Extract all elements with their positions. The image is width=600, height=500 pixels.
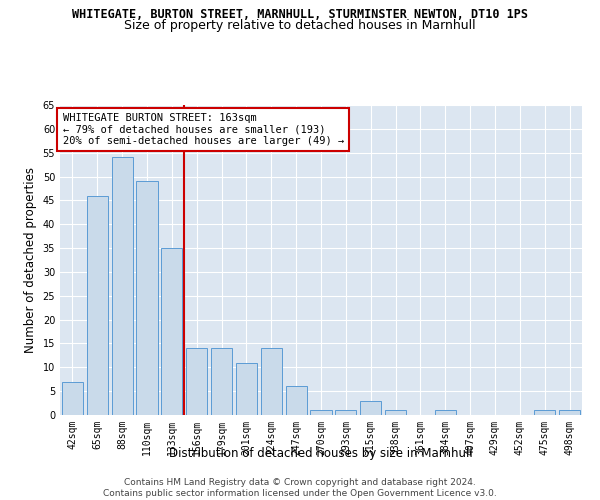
Bar: [136, 182, 158, 415]
Bar: [112, 158, 133, 415]
Text: Size of property relative to detached houses in Marnhull: Size of property relative to detached ho…: [124, 18, 476, 32]
Text: Distribution of detached houses by size in Marnhull: Distribution of detached houses by size …: [169, 448, 473, 460]
Bar: [534, 410, 555, 415]
Bar: [161, 248, 182, 415]
Bar: [62, 382, 83, 415]
Bar: [310, 410, 332, 415]
Bar: [236, 362, 257, 415]
Bar: [360, 400, 381, 415]
Bar: [559, 410, 580, 415]
Bar: [211, 348, 232, 415]
Bar: [286, 386, 307, 415]
Bar: [186, 348, 207, 415]
Bar: [335, 410, 356, 415]
Bar: [261, 348, 282, 415]
Y-axis label: Number of detached properties: Number of detached properties: [24, 167, 37, 353]
Text: WHITEGATE, BURTON STREET, MARNHULL, STURMINSTER NEWTON, DT10 1PS: WHITEGATE, BURTON STREET, MARNHULL, STUR…: [72, 8, 528, 20]
Bar: [87, 196, 108, 415]
Bar: [435, 410, 456, 415]
Text: Contains HM Land Registry data © Crown copyright and database right 2024.
Contai: Contains HM Land Registry data © Crown c…: [103, 478, 497, 498]
Bar: [385, 410, 406, 415]
Text: WHITEGATE BURTON STREET: 163sqm
← 79% of detached houses are smaller (193)
20% o: WHITEGATE BURTON STREET: 163sqm ← 79% of…: [62, 113, 344, 146]
